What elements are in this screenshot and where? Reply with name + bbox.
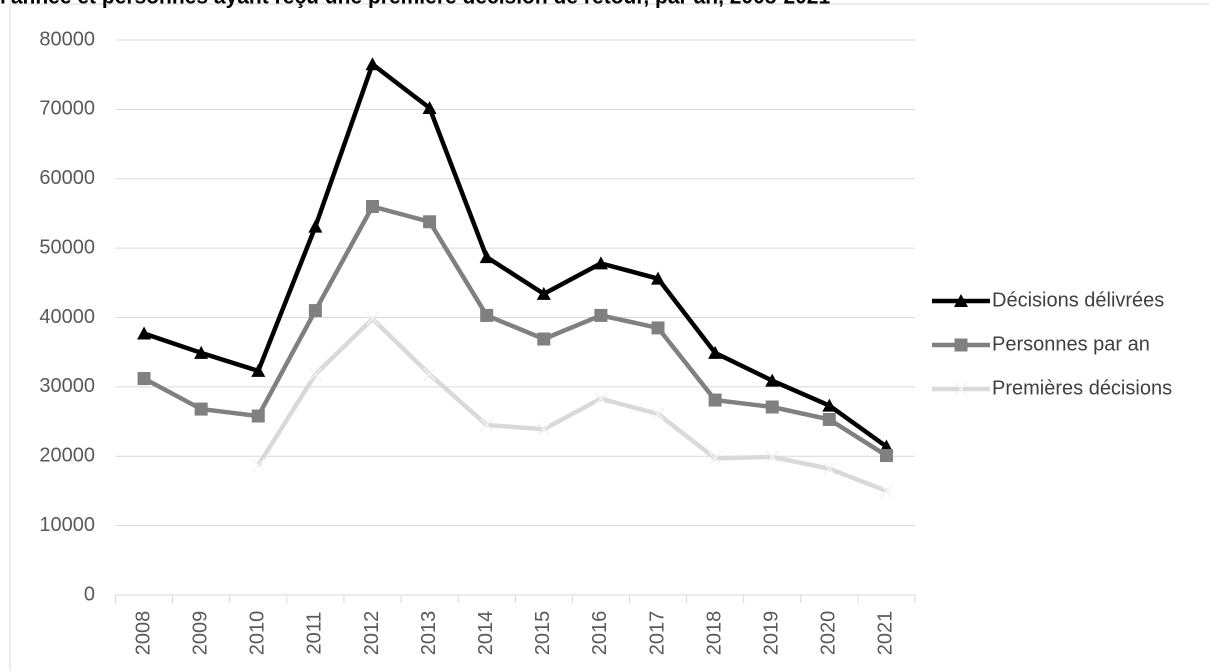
x-tick-label: 2016 bbox=[589, 611, 611, 656]
marker bbox=[194, 402, 208, 416]
series-line bbox=[256, 316, 888, 494]
marker bbox=[765, 450, 779, 464]
y-tick-label: 80000 bbox=[39, 28, 95, 50]
x-tick-label: 2018 bbox=[703, 611, 725, 656]
x-tick-label: 2020 bbox=[818, 611, 840, 656]
marker bbox=[822, 398, 837, 412]
marker bbox=[251, 409, 265, 423]
marker bbox=[137, 372, 151, 386]
marker bbox=[594, 308, 608, 322]
marker bbox=[137, 326, 152, 340]
chart-border bbox=[9, 3, 1209, 671]
legend-label: Personnes par an bbox=[992, 333, 1150, 355]
marker bbox=[594, 392, 608, 406]
x-tick-label: 2017 bbox=[646, 611, 668, 656]
y-tick-label: 20000 bbox=[39, 445, 95, 467]
marker bbox=[365, 312, 380, 326]
marker bbox=[365, 57, 380, 71]
marker bbox=[954, 382, 968, 396]
marker bbox=[423, 367, 437, 381]
chart-title: l'année et personnes ayant reçu une prem… bbox=[0, 0, 830, 9]
marker bbox=[708, 393, 722, 407]
series-line bbox=[143, 62, 888, 449]
marker bbox=[708, 345, 723, 359]
marker bbox=[308, 219, 323, 233]
marker bbox=[479, 250, 494, 264]
x-tick-label: 2015 bbox=[532, 611, 554, 656]
y-tick-label: 30000 bbox=[39, 375, 95, 397]
y-tick-label: 40000 bbox=[39, 306, 95, 328]
marker bbox=[194, 345, 209, 359]
marker bbox=[308, 367, 322, 381]
x-tick-label: 2014 bbox=[475, 611, 497, 656]
y-tick-label: 50000 bbox=[39, 236, 95, 258]
x-tick-label: 2008 bbox=[132, 611, 154, 656]
marker bbox=[537, 422, 551, 436]
marker bbox=[536, 286, 551, 300]
marker bbox=[879, 484, 893, 498]
legend-label: Premières décisions bbox=[992, 377, 1172, 399]
x-tick-label: 2021 bbox=[875, 611, 897, 656]
marker bbox=[537, 332, 551, 346]
x-tick-label: 2009 bbox=[189, 611, 211, 656]
marker bbox=[954, 338, 968, 352]
x-tick-label: 2019 bbox=[761, 611, 783, 656]
legend-label: Décisions délivrées bbox=[992, 289, 1164, 311]
marker bbox=[765, 400, 779, 414]
x-tick-label: 2013 bbox=[418, 611, 440, 656]
x-tick-label: 2010 bbox=[247, 611, 269, 656]
series-line bbox=[142, 204, 888, 458]
marker bbox=[251, 363, 266, 377]
marker bbox=[651, 271, 666, 285]
marker bbox=[422, 100, 437, 114]
y-tick-label: 0 bbox=[84, 583, 95, 605]
y-tick-label: 70000 bbox=[39, 98, 95, 120]
marker bbox=[954, 294, 968, 307]
x-tick-label: 2011 bbox=[304, 611, 326, 654]
marker bbox=[480, 418, 494, 432]
marker bbox=[822, 462, 836, 476]
marker bbox=[365, 200, 379, 213]
marker bbox=[251, 458, 265, 472]
marker bbox=[879, 449, 893, 463]
marker bbox=[423, 215, 437, 229]
marker bbox=[708, 451, 722, 465]
marker bbox=[308, 304, 322, 318]
y-tick-label: 60000 bbox=[39, 167, 95, 189]
marker bbox=[651, 407, 665, 421]
marker bbox=[765, 373, 780, 387]
x-tick-label: 2012 bbox=[361, 611, 383, 656]
marker bbox=[822, 412, 836, 426]
marker bbox=[651, 321, 665, 335]
marker bbox=[480, 308, 494, 322]
marker bbox=[593, 256, 608, 270]
y-tick-label: 10000 bbox=[39, 514, 95, 536]
